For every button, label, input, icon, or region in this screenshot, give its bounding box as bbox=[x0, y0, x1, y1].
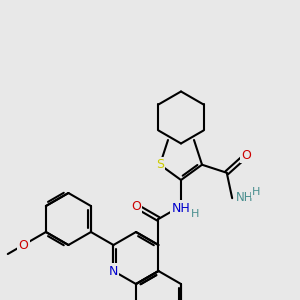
Text: N: N bbox=[109, 265, 118, 278]
Text: O: O bbox=[131, 200, 141, 212]
Text: H: H bbox=[252, 187, 260, 197]
Text: NH: NH bbox=[172, 202, 190, 214]
Text: O: O bbox=[18, 238, 28, 251]
Text: NH: NH bbox=[236, 191, 254, 204]
Text: S: S bbox=[156, 158, 164, 171]
Text: O: O bbox=[241, 149, 251, 162]
Text: H: H bbox=[191, 209, 199, 219]
